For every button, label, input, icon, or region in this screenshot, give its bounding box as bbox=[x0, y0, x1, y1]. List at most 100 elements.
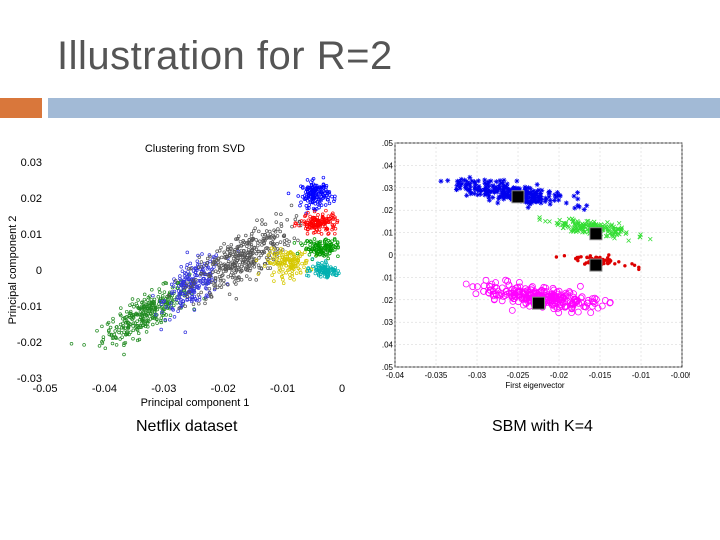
scatter-point bbox=[311, 177, 316, 181]
scatter-point bbox=[250, 248, 255, 252]
scatter-point bbox=[545, 292, 552, 300]
scatter-point bbox=[298, 203, 302, 208]
scatter-point bbox=[314, 254, 318, 258]
scatter-point bbox=[320, 192, 325, 196]
scatter-point bbox=[475, 178, 481, 184]
scatter-point bbox=[534, 199, 540, 205]
scatter-point bbox=[304, 247, 308, 252]
scatter-point bbox=[324, 220, 328, 225]
scatter-point bbox=[204, 279, 208, 284]
scatter-point bbox=[138, 310, 143, 314]
scatter-point bbox=[533, 195, 539, 201]
scatter-point bbox=[136, 298, 140, 302]
scatter-point bbox=[254, 278, 258, 282]
scatter-point bbox=[552, 192, 558, 198]
scatter-point bbox=[236, 234, 241, 238]
scatter-point bbox=[287, 254, 292, 258]
scatter-point bbox=[539, 187, 545, 193]
scatter-point bbox=[295, 251, 300, 256]
scatter-point bbox=[583, 299, 591, 307]
scatter-point bbox=[542, 284, 550, 292]
scatter-point bbox=[324, 260, 328, 265]
scatter-point bbox=[538, 200, 544, 206]
scatter-point bbox=[494, 189, 500, 195]
scatter-point bbox=[176, 289, 181, 293]
scatter-point bbox=[324, 184, 329, 188]
scatter-point bbox=[260, 218, 264, 222]
scatter-point bbox=[570, 226, 576, 231]
x-tick-label: -0.03 bbox=[151, 383, 176, 395]
scatter-point bbox=[213, 279, 218, 284]
scatter-point bbox=[326, 256, 330, 261]
scatter-point bbox=[324, 226, 329, 231]
scatter-point bbox=[208, 259, 212, 264]
scatter-point bbox=[103, 346, 108, 351]
scatter-point bbox=[328, 244, 332, 249]
scatter-point bbox=[312, 247, 317, 252]
scatter-point bbox=[177, 284, 181, 288]
scatter-point bbox=[131, 328, 136, 333]
scatter-point bbox=[486, 197, 492, 203]
scatter-point bbox=[314, 248, 318, 252]
scatter-point bbox=[482, 276, 490, 284]
y-tick-label: .05 bbox=[382, 363, 394, 372]
scatter-point bbox=[496, 194, 502, 200]
scatter-point bbox=[148, 317, 153, 321]
scatter-point bbox=[272, 270, 276, 274]
scatter-point bbox=[333, 217, 337, 221]
scatter-point bbox=[488, 280, 496, 288]
scatter-point bbox=[183, 330, 188, 335]
scatter-point bbox=[313, 202, 318, 206]
scatter-point bbox=[200, 252, 204, 256]
scatter-point bbox=[202, 270, 206, 274]
scatter-point bbox=[316, 272, 321, 277]
scatter-point bbox=[124, 309, 129, 314]
scatter-point bbox=[514, 178, 520, 184]
scatter-point bbox=[254, 238, 258, 242]
x-tick-label: -0.005 bbox=[671, 371, 690, 380]
scatter-series bbox=[292, 236, 340, 262]
scatter-point bbox=[493, 184, 499, 190]
scatter-point bbox=[190, 278, 195, 283]
scatter-series bbox=[254, 246, 319, 285]
scatter-point bbox=[462, 280, 470, 288]
y-tick-label: .03 bbox=[382, 318, 394, 327]
scatter-point bbox=[323, 219, 327, 224]
scatter-point bbox=[310, 257, 315, 261]
scatter-point bbox=[575, 190, 581, 196]
scatter-point bbox=[486, 187, 492, 193]
scatter-point bbox=[483, 185, 489, 191]
scatter-point bbox=[274, 220, 279, 224]
scatter-point bbox=[190, 284, 195, 289]
scatter-point bbox=[307, 252, 312, 257]
scatter-point bbox=[256, 272, 261, 276]
scatter-point bbox=[220, 274, 224, 278]
scatter-point bbox=[160, 312, 164, 316]
cluster-centroid-marker bbox=[589, 227, 603, 241]
scatter-point bbox=[500, 190, 506, 196]
scatter-point bbox=[318, 239, 323, 244]
scatter-point bbox=[250, 263, 255, 267]
scatter-point bbox=[458, 176, 464, 182]
netflix-svd-scatter-chart: Clustering from SVD Principal component 1… bbox=[7, 143, 345, 409]
scatter-point bbox=[313, 271, 318, 276]
scatter-point bbox=[477, 191, 483, 197]
scatter-point bbox=[602, 222, 607, 228]
scatter-point bbox=[576, 221, 581, 226]
scatter-point bbox=[539, 197, 545, 203]
scatter-point bbox=[591, 300, 599, 308]
y-tick-label: 0 bbox=[389, 251, 394, 260]
scatter-point bbox=[110, 341, 115, 346]
scatter-point bbox=[228, 253, 232, 258]
scatter-point bbox=[192, 308, 197, 312]
y-tick-label: 0.01 bbox=[21, 229, 42, 241]
scatter-point bbox=[303, 250, 307, 254]
scatter-point bbox=[204, 297, 208, 301]
scatter-point bbox=[292, 278, 296, 282]
scatter-point bbox=[311, 215, 315, 220]
cluster-centroid-marker bbox=[532, 296, 545, 310]
scatter-point bbox=[201, 281, 205, 285]
scatter-point bbox=[323, 203, 328, 207]
scatter-point bbox=[171, 308, 175, 312]
scatter-point bbox=[290, 257, 294, 262]
